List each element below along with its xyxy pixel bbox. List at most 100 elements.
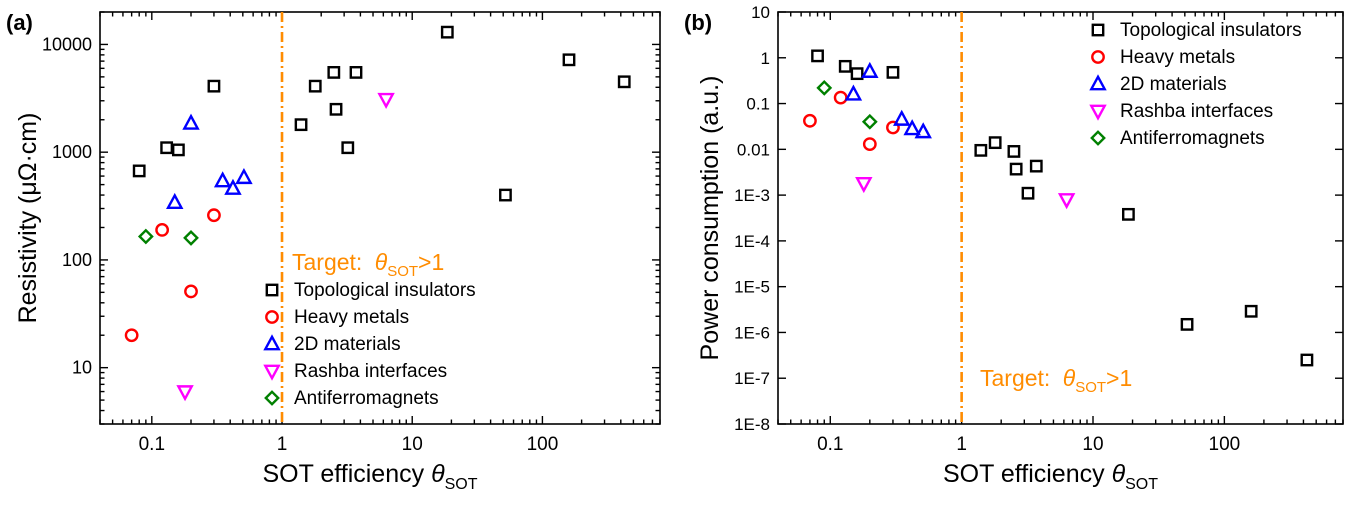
y-tick-label: 1000 xyxy=(52,142,92,162)
x-axis-label: SOT efficiency θSOT xyxy=(262,460,477,493)
y-axis-label: Resistivity (μΩ·cm) xyxy=(14,113,42,324)
data-point xyxy=(349,66,363,79)
data-point xyxy=(893,109,911,126)
data-point xyxy=(1057,193,1076,210)
y-tick-label: 1E-6 xyxy=(734,323,770,342)
data-point xyxy=(155,222,170,237)
legend-marker xyxy=(263,364,281,381)
data-point xyxy=(1300,353,1314,367)
legend-marker xyxy=(1090,130,1106,146)
data-point xyxy=(886,120,900,135)
y-tick-label: 1E-5 xyxy=(734,278,770,297)
x-tick-label: 1 xyxy=(277,434,288,455)
data-point xyxy=(833,90,848,105)
data-point xyxy=(811,49,824,63)
legend-entry: Rashba interfaces xyxy=(294,361,447,382)
x-tick-label: 0.1 xyxy=(817,434,843,455)
x-tick-label: 100 xyxy=(1209,434,1241,455)
data-point xyxy=(988,136,1002,150)
y-tick-label: 100 xyxy=(62,250,92,270)
data-point xyxy=(816,79,833,96)
x-axis-label: SOT efficiency θSOT xyxy=(943,460,1158,493)
data-point xyxy=(838,59,852,73)
series-heavy-metals xyxy=(803,90,900,152)
data-point xyxy=(341,141,355,155)
data-point xyxy=(182,113,200,130)
data-point xyxy=(207,79,221,93)
data-point xyxy=(124,328,139,343)
legend-marker xyxy=(1089,74,1107,91)
data-point xyxy=(855,177,873,194)
legend-marker xyxy=(1091,50,1105,64)
y-tick-label: 0.01 xyxy=(737,140,770,159)
x-tick-label: 1 xyxy=(956,434,967,455)
data-point xyxy=(914,122,932,139)
legend-entry: 2D materials xyxy=(294,334,401,355)
data-point xyxy=(1021,186,1035,200)
legend-marker xyxy=(264,390,280,406)
series-heavy-metals xyxy=(124,208,221,343)
legend: Topological insulators Heavy metals 2D mat… xyxy=(263,280,476,409)
y-tick-label: 10 xyxy=(751,3,770,22)
data-point xyxy=(1029,159,1043,173)
legend-entry: Antiferromagnets xyxy=(1120,128,1265,149)
legend-entry: Topological insulators xyxy=(294,280,476,301)
data-point xyxy=(213,171,232,188)
data-point xyxy=(861,61,879,78)
y-tick-label: 10 xyxy=(72,358,92,378)
legend-entry: Rashba interfaces xyxy=(1120,101,1273,122)
data-point xyxy=(207,208,221,223)
data-point xyxy=(562,53,576,67)
legend-entry: Antiferromagnets xyxy=(294,388,439,409)
panel-label: (b) xyxy=(684,10,712,35)
data-point xyxy=(377,92,395,109)
data-point xyxy=(803,113,817,128)
data-point xyxy=(329,102,343,116)
data-point xyxy=(137,228,154,245)
y-tick-label: 1E-7 xyxy=(734,369,770,388)
data-point xyxy=(166,192,184,210)
target-label: Target: θSOT>1 xyxy=(980,365,1132,396)
series-rashba-interfaces xyxy=(855,177,1076,210)
data-point xyxy=(903,119,921,136)
panel-label: (a) xyxy=(6,10,33,35)
data-point xyxy=(886,65,900,79)
data-point xyxy=(184,284,198,299)
data-point xyxy=(327,66,341,79)
legend-entry: Topological insulators xyxy=(1120,20,1302,41)
data-point xyxy=(160,141,174,155)
data-point xyxy=(176,385,194,402)
data-point xyxy=(617,75,631,89)
y-tick-label: 1 xyxy=(761,49,770,68)
data-point xyxy=(862,137,877,152)
legend-marker xyxy=(263,334,281,351)
legend: Topological insulators Heavy metals 2D mat… xyxy=(1089,20,1302,149)
x-tick-label: 100 xyxy=(527,434,559,455)
legend-entry: 2D materials xyxy=(1120,74,1227,95)
data-point xyxy=(1009,162,1023,176)
data-point xyxy=(171,143,185,157)
data-point xyxy=(1180,317,1194,331)
data-point xyxy=(499,188,512,202)
series-2d-materials xyxy=(166,113,253,210)
legend-marker xyxy=(1089,104,1107,121)
data-point xyxy=(974,143,988,157)
target-label: Target: θSOT>1 xyxy=(292,249,444,280)
series-antiferromagnets xyxy=(137,228,199,246)
y-tick-label: 0.1 xyxy=(746,95,770,114)
y-tick-label: 10000 xyxy=(42,34,92,54)
series-topological-insulators xyxy=(811,49,1314,367)
series-2d-materials xyxy=(844,61,932,139)
data-point xyxy=(132,164,146,178)
x-tick-label: 10 xyxy=(402,434,423,455)
legend-marker xyxy=(265,310,279,324)
x-tick-label: 10 xyxy=(1082,434,1103,455)
data-point xyxy=(294,118,308,132)
data-point xyxy=(235,167,253,185)
data-point xyxy=(1007,145,1021,158)
x-tick-label: 0.1 xyxy=(139,434,165,455)
data-point xyxy=(1244,304,1258,318)
data-point xyxy=(850,67,864,81)
legend-marker xyxy=(265,283,279,297)
